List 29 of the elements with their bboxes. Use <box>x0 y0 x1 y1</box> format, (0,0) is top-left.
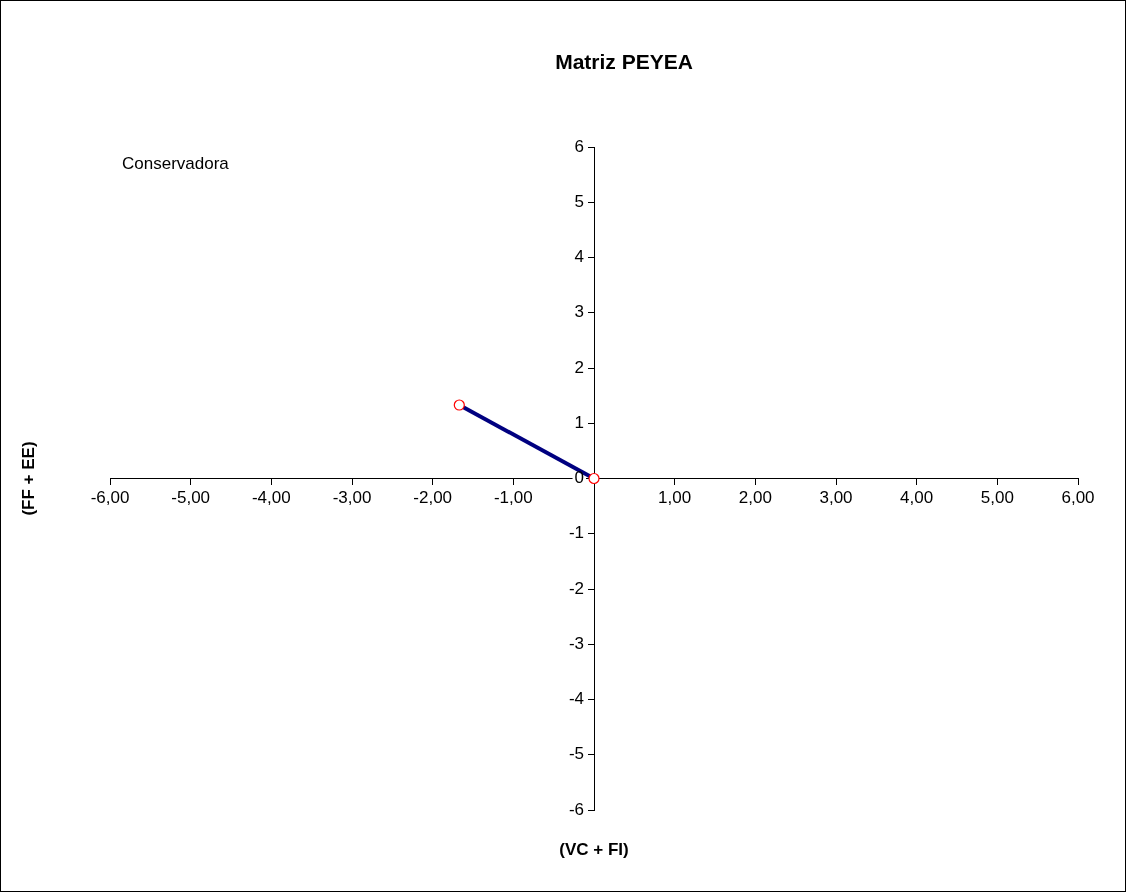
y-tick-label: -1 <box>568 523 584 543</box>
y-tick-label: -5 <box>568 744 584 764</box>
x-tick-label: 4,00 <box>900 488 934 508</box>
y-tick-label: 2 <box>574 357 584 377</box>
y-tick-label: -3 <box>568 633 584 653</box>
x-tick-label: -6,00 <box>90 488 130 508</box>
x-tick-label: -4,00 <box>251 488 291 508</box>
y-tick-label: -6 <box>568 799 584 819</box>
x-tick-label: -1,00 <box>493 488 533 508</box>
x-tick-label: 3,00 <box>819 488 853 508</box>
x-tick-label: 2,00 <box>738 488 772 508</box>
y-tick-label: 1 <box>574 412 584 432</box>
y-axis-title: (FF + EE) <box>18 441 38 516</box>
y-tick-label: 5 <box>574 191 584 211</box>
y-tick-label: 4 <box>574 247 584 267</box>
x-tick-label: 1,00 <box>658 488 692 508</box>
y-tick-label: -2 <box>568 578 584 598</box>
y-tick-label: 6 <box>574 136 584 156</box>
chart-title: Matriz PEYEA <box>555 49 693 73</box>
x-tick-label: -2,00 <box>413 488 453 508</box>
annotation: Conservadora <box>122 153 230 173</box>
x-tick-label: 6,00 <box>1061 488 1095 508</box>
y-tick-label: -4 <box>568 689 584 709</box>
x-axis-title: (VC + FI) <box>559 839 629 859</box>
y-tick-label: 3 <box>574 302 584 322</box>
y-tick-label: 0 <box>574 468 584 488</box>
x-tick-label: 5,00 <box>980 488 1014 508</box>
x-tick-label: -5,00 <box>171 488 211 508</box>
x-tick-label: -3,00 <box>332 488 372 508</box>
